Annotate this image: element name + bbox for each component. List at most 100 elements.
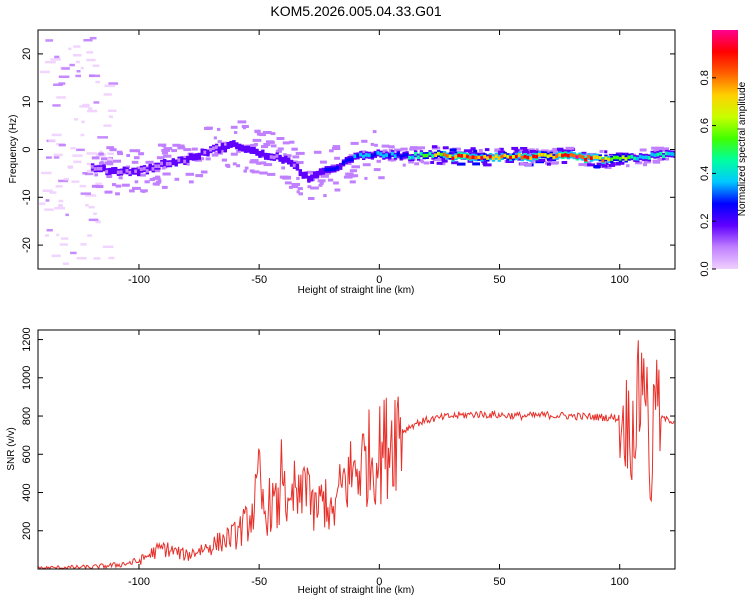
cloud-blob	[348, 154, 354, 158]
cloud-blob	[91, 184, 100, 188]
ridge-core	[581, 155, 585, 159]
noise-blob	[79, 184, 87, 188]
cloud-blob	[334, 188, 341, 192]
noise-blob	[58, 82, 66, 85]
ridge-core	[589, 156, 594, 160]
ridge-core	[90, 165, 95, 169]
cloud-blob	[134, 180, 139, 184]
ridge-core	[99, 166, 103, 171]
ridge-core	[468, 155, 473, 160]
ridge-core	[272, 155, 276, 160]
cloud-blob	[364, 176, 368, 180]
cloud-blob	[483, 163, 492, 167]
noise-blob	[44, 60, 56, 64]
colorbar-ticks: 0.0 0.2 0.4 0.6 0.8	[699, 70, 716, 277]
cloud-blob	[472, 162, 480, 166]
ridge-core	[313, 173, 317, 177]
cloud-blob	[283, 153, 287, 157]
cloud-blob	[660, 148, 669, 152]
cloud-blob	[584, 163, 590, 167]
ridge-core	[269, 155, 274, 159]
figure-title: KOM5.2026.005.04.33.G01	[270, 3, 441, 19]
noise-blob	[65, 213, 69, 217]
ridge-core	[111, 168, 115, 173]
noise-blob	[58, 199, 64, 203]
snr-x-axis-label: Height of straight line (km)	[298, 585, 415, 596]
cloud-blob	[256, 161, 262, 165]
ridge-core	[454, 154, 458, 159]
noise-blob	[84, 172, 94, 176]
cloud-blob	[106, 162, 114, 166]
noise-blob	[54, 55, 60, 59]
snr-marks	[38, 340, 675, 569]
noise-blob	[72, 54, 82, 57]
snr-y-axis-label: SNR (v/v)	[6, 427, 17, 470]
cloud-blob	[211, 153, 219, 157]
ridge-core	[607, 157, 611, 162]
spectrogram-x-tick-label: 100	[611, 274, 629, 286]
ridge-core	[134, 169, 138, 173]
cloud-blob	[657, 157, 664, 161]
cloud-blob	[480, 152, 485, 156]
ridge-core	[598, 156, 602, 160]
ridge-core	[419, 151, 424, 156]
ridge-core	[298, 170, 302, 175]
ridge-core	[330, 167, 334, 171]
noise-blob	[97, 136, 108, 139]
spectrogram-marks	[39, 36, 675, 265]
ridge-core	[307, 177, 311, 181]
noise-blob	[75, 74, 81, 78]
cloud-blob	[318, 183, 323, 187]
ridge-core	[220, 144, 225, 149]
cloud-blob	[481, 159, 487, 163]
cloud-blob	[430, 161, 435, 164]
snr-x-ticks: -100 -50 0 50 100	[128, 330, 629, 588]
ridge-core	[264, 154, 268, 159]
noise-blob	[86, 58, 96, 62]
cloud-blob	[236, 149, 241, 153]
ridge-core	[350, 157, 354, 162]
ridge-core	[465, 154, 470, 159]
cloud-blob	[292, 185, 299, 189]
cloud-blob	[535, 148, 539, 152]
cloud-blob	[262, 131, 272, 134]
ridge-core	[114, 168, 118, 173]
cloud-blob	[289, 140, 295, 144]
noise-blob	[86, 152, 97, 155]
cloud-blob	[186, 162, 190, 166]
cloud-blob	[520, 147, 528, 150]
cloud-blob	[381, 144, 390, 148]
cloud-blob	[250, 143, 257, 147]
cloud-blob	[511, 146, 519, 150]
ridge-core	[301, 173, 305, 178]
cloud-blob	[615, 152, 624, 156]
cloud-blob	[161, 149, 171, 152]
noise-blob	[99, 150, 103, 154]
ridge-core	[252, 148, 256, 153]
noise-blob	[75, 60, 80, 64]
cloud-blob	[556, 147, 564, 151]
cloud-blob	[221, 158, 227, 162]
cloud-blob	[101, 157, 108, 161]
spectrogram-x-tick-label: 50	[493, 274, 505, 286]
ridge-core	[659, 151, 663, 156]
snr-frame	[37, 329, 676, 570]
noise-blob	[108, 115, 113, 118]
cloud-blob	[327, 178, 334, 182]
cloud-blob	[126, 165, 130, 169]
cloud-blob	[177, 144, 185, 148]
ridge-core	[344, 158, 349, 163]
ridge-core	[399, 155, 403, 159]
cloud-blob	[171, 149, 177, 153]
cloud-blob	[322, 172, 331, 175]
ridge-core	[486, 156, 490, 160]
ridge-core	[105, 169, 109, 174]
ridge-core	[653, 153, 657, 157]
noise-blob	[46, 156, 52, 159]
cloud-blob	[155, 182, 160, 186]
ridge-core	[480, 156, 484, 160]
cloud-blob	[107, 160, 113, 164]
ridge-core	[538, 153, 542, 157]
